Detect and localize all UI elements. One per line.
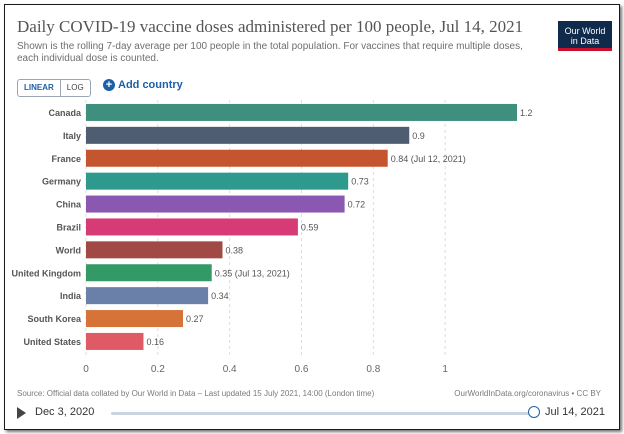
category-label: China	[56, 200, 82, 210]
category-label: United Kingdom	[12, 268, 82, 278]
bar	[86, 241, 223, 259]
bar	[86, 103, 517, 121]
chart-title: Daily COVID-19 vaccine doses administere…	[17, 17, 524, 36]
value-label: 0.9	[412, 131, 425, 141]
timeline[interactable]: Dec 3, 2020 Jul 14, 2021	[15, 403, 613, 423]
bar	[86, 195, 345, 213]
category-label: Canada	[48, 108, 82, 118]
play-icon[interactable]	[17, 407, 26, 419]
value-label: 0.73	[351, 177, 369, 187]
category-label: South Korea	[27, 314, 81, 324]
value-label: 0.59	[301, 222, 319, 232]
add-country-label: Add country	[118, 79, 183, 91]
bar	[86, 264, 212, 282]
logo-line-2: in Data	[570, 36, 600, 46]
bar	[86, 149, 388, 167]
x-tick-label: 1	[442, 364, 448, 375]
category-label: Germany	[42, 177, 81, 187]
owid-logo[interactable]: Our World in Data	[558, 21, 612, 51]
category-label: United States	[23, 337, 81, 347]
x-tick-label: 0.8	[366, 364, 380, 375]
bar	[86, 172, 349, 190]
timeline-end-label: Jul 14, 2021	[545, 406, 605, 418]
plus-icon: +	[103, 79, 115, 91]
category-label: World	[56, 245, 81, 255]
bar	[86, 126, 410, 144]
value-label: 0.35 (Jul 13, 2021)	[215, 268, 290, 278]
bar	[86, 287, 209, 305]
value-label: 0.84 (Jul 12, 2021)	[391, 154, 466, 164]
x-tick-label: 0.2	[151, 364, 165, 375]
bar	[86, 310, 183, 328]
x-tick-label: 0	[83, 364, 89, 375]
timeline-track[interactable]	[111, 412, 535, 415]
linear-scale-button[interactable]: LINEAR	[18, 80, 61, 96]
timeline-start-label: Dec 3, 2020	[35, 406, 95, 418]
value-label: 1.2	[520, 108, 533, 118]
log-scale-button[interactable]: LOG	[66, 83, 84, 92]
chart-subtitle: Shown is the rolling 7-day average per 1…	[17, 41, 523, 64]
x-tick-label: 0.6	[295, 364, 309, 375]
add-country-button[interactable]: + Add country	[103, 79, 183, 91]
value-label: 0.38	[225, 245, 243, 255]
value-label: 0.72	[348, 200, 366, 210]
timeline-handle[interactable]	[528, 406, 540, 418]
x-tick-label: 0.4	[223, 364, 237, 375]
bar	[86, 218, 298, 236]
category-label: France	[51, 154, 81, 164]
value-label: 0.27	[186, 314, 204, 324]
category-label: India	[60, 291, 82, 301]
value-label: 0.34	[211, 291, 229, 301]
value-label: 0.16	[146, 337, 164, 347]
category-label: Italy	[63, 131, 81, 141]
bar	[86, 332, 144, 350]
category-label: Brazil	[56, 222, 81, 232]
source-link[interactable]: OurWorldInData.org/coronavirus • CC BY	[454, 389, 601, 398]
scale-toggle[interactable]: LINEAR LOG	[17, 79, 91, 97]
source-note: Source: Official data collated by Our Wo…	[17, 389, 375, 398]
chart-frame: Daily COVID-19 vaccine doses administere…	[4, 4, 620, 430]
logo-line-1: Our World	[564, 26, 606, 36]
